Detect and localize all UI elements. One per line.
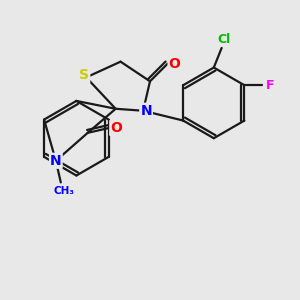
Text: N: N xyxy=(140,104,152,118)
Text: Cl: Cl xyxy=(217,33,230,46)
Text: O: O xyxy=(110,121,122,135)
Text: F: F xyxy=(266,79,274,92)
Text: S: S xyxy=(79,68,89,83)
Text: CH₃: CH₃ xyxy=(53,186,74,196)
Text: N: N xyxy=(50,154,62,168)
Text: O: O xyxy=(169,57,181,70)
